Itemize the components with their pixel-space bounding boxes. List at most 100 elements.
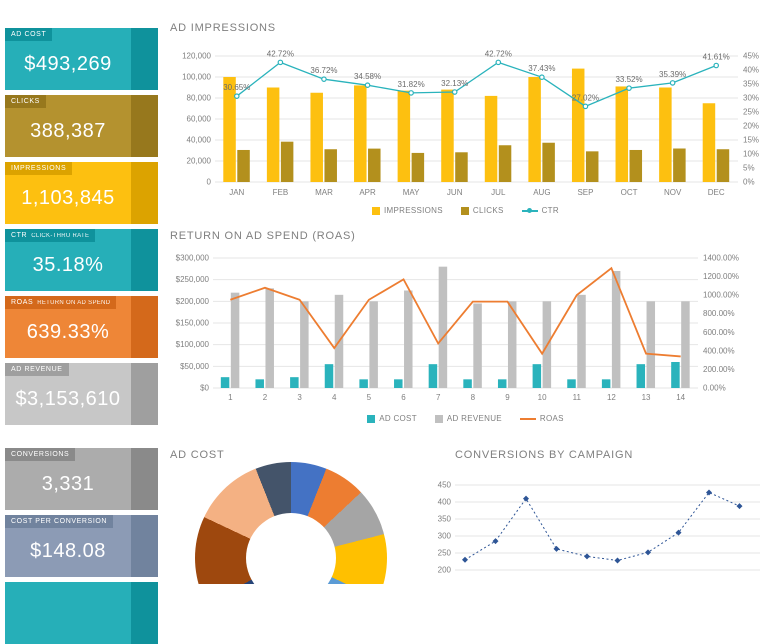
kpi-accent-strip (131, 28, 158, 90)
svg-text:40%: 40% (743, 66, 759, 75)
impressions-chart-title: AD IMPRESSIONS (170, 22, 276, 34)
svg-text:30%: 30% (743, 94, 759, 103)
kpi-card-roas[interactable]: ROAS RETURN ON AD SPEND 639.33% (5, 296, 158, 358)
svg-text:4: 4 (332, 393, 337, 402)
svg-text:JAN: JAN (229, 188, 244, 197)
kpi-value: 388,387 (30, 119, 106, 142)
impressions-chart[interactable]: 0 20,000 40,000 60,000 80,000 100,000 120,000 0… (163, 48, 768, 206)
kpi-card-impressions[interactable]: IMPRESSIONS 1,103,845 (5, 162, 158, 224)
kpi-value: $3,153,610 (15, 387, 121, 410)
svg-text:60,000: 60,000 (187, 115, 212, 124)
svg-text:600.00%: 600.00% (703, 328, 735, 337)
svg-text:SEP: SEP (577, 188, 593, 197)
kpi-value: 639.33% (26, 320, 110, 343)
svg-text:JUL: JUL (491, 188, 506, 197)
ctr-line-swatch (521, 208, 538, 213)
svg-text:20%: 20% (743, 122, 759, 131)
impressions-legend: IMPRESSIONS CLICKS CTR (163, 206, 768, 215)
roas-legend: AD COST AD REVENUE ROAS (163, 414, 768, 423)
svg-text:5: 5 (367, 393, 372, 402)
svg-text:2: 2 (263, 393, 268, 402)
clicks-swatch (460, 206, 469, 215)
svg-text:34.58%: 34.58% (354, 72, 381, 81)
donut-hole (246, 513, 336, 584)
svg-text:33.52%: 33.52% (615, 75, 642, 84)
svg-text:1400.00%: 1400.00% (703, 254, 739, 263)
kpi-value: $493,269 (24, 52, 112, 75)
svg-text:800.00%: 800.00% (703, 309, 735, 318)
svg-text:450: 450 (438, 481, 452, 490)
svg-text:$150,000: $150,000 (176, 319, 210, 328)
kpi-card-cost-per-conversion[interactable]: COST PER CONVERSION $148.08 (5, 515, 158, 577)
svg-text:120,000: 120,000 (182, 52, 211, 61)
ad-cost-swatch (367, 414, 376, 423)
svg-text:5%: 5% (743, 164, 755, 173)
legend-item-roas[interactable]: ROAS (519, 414, 564, 423)
impressions-chart-section: AD IMPRESSIONS 0 20,000 40,000 60,000 80,000… (163, 22, 768, 226)
legend-label: CTR (541, 206, 559, 215)
kpi-sublabel: RETURN ON AD SPEND (37, 300, 111, 306)
kpi-card-ctr[interactable]: CTR CLICK-THRU RATE 35.18% (5, 229, 158, 291)
roas-chart[interactable]: $0 $50,000 $100,000 $150,000 $200,000 $250,00… (163, 252, 768, 410)
impressions-swatch (372, 206, 381, 215)
legend-item-ad-revenue[interactable]: AD REVENUE (434, 414, 502, 423)
roas-line-swatch (519, 417, 536, 420)
kpi-accent-strip (131, 515, 158, 577)
svg-text:0: 0 (207, 178, 212, 187)
svg-text:250: 250 (438, 549, 452, 558)
kpi-card-clicks[interactable]: CLICKS 388,387 (5, 95, 158, 157)
legend-label: AD COST (379, 414, 417, 423)
svg-text:200: 200 (438, 566, 452, 575)
kpi-value: 1,103,845 (21, 186, 115, 209)
svg-text:NOV: NOV (664, 188, 682, 197)
kpi-accent-strip (131, 448, 158, 510)
svg-text:MAY: MAY (403, 188, 420, 197)
kpi-accent-strip (131, 582, 158, 644)
svg-text:200.00%: 200.00% (703, 365, 735, 374)
svg-text:20,000: 20,000 (187, 157, 212, 166)
svg-text:MAR: MAR (315, 188, 333, 197)
kpi-card-ad-revenue[interactable]: AD REVENUE $3,153,610 (5, 363, 158, 425)
legend-item-ctr[interactable]: CTR (521, 206, 559, 215)
conversions-chart[interactable]: 450 400 350 300 250 200 (425, 471, 768, 584)
svg-text:10: 10 (538, 393, 547, 402)
ad-cost-donut-chart[interactable] (195, 462, 387, 584)
svg-text:DEC: DEC (708, 188, 725, 197)
legend-label: AD REVENUE (446, 414, 502, 423)
legend-item-impressions[interactable]: IMPRESSIONS (372, 206, 443, 215)
svg-text:$100,000: $100,000 (176, 340, 210, 349)
svg-text:APR: APR (359, 188, 376, 197)
legend-item-ad-cost[interactable]: AD COST (367, 414, 417, 423)
svg-text:45%: 45% (743, 52, 759, 61)
svg-text:13: 13 (642, 393, 651, 402)
svg-text:6: 6 (401, 393, 406, 402)
roas-chart-title: RETURN ON AD SPEND (ROAS) (170, 230, 356, 242)
svg-text:400: 400 (438, 498, 452, 507)
legend-item-clicks[interactable]: CLICKS (460, 206, 504, 215)
svg-text:11: 11 (573, 393, 582, 402)
kpi-card-conversions[interactable]: CONVERSIONS 3,331 (5, 448, 158, 510)
svg-text:AUG: AUG (533, 188, 550, 197)
svg-text:$300,000: $300,000 (176, 254, 210, 263)
kpi-label: AD COST (5, 28, 53, 41)
kpi-label: CLICKS (5, 95, 46, 108)
svg-text:100,000: 100,000 (182, 73, 211, 82)
kpi-value: 3,331 (41, 472, 95, 495)
kpi-card-partial[interactable] (5, 582, 158, 644)
legend-label: ROAS (539, 414, 564, 423)
svg-text:0.00%: 0.00% (703, 384, 726, 393)
kpi-card-ad-cost[interactable]: AD COST $493,269 (5, 28, 158, 90)
legend-label: IMPRESSIONS (384, 206, 443, 215)
svg-text:$200,000: $200,000 (176, 297, 210, 306)
svg-text:9: 9 (505, 393, 510, 402)
svg-text:32.13%: 32.13% (441, 79, 468, 88)
svg-text:$50,000: $50,000 (180, 362, 209, 371)
ad-revenue-swatch (434, 414, 443, 423)
svg-text:JUN: JUN (447, 188, 463, 197)
svg-text:1200.00%: 1200.00% (703, 272, 739, 281)
svg-text:41.61%: 41.61% (703, 52, 730, 61)
svg-text:42.72%: 42.72% (485, 49, 512, 58)
kpi-label: CONVERSIONS (5, 448, 76, 461)
ad-cost-donut-section: AD COST (163, 445, 418, 584)
svg-text:FEB: FEB (273, 188, 289, 197)
